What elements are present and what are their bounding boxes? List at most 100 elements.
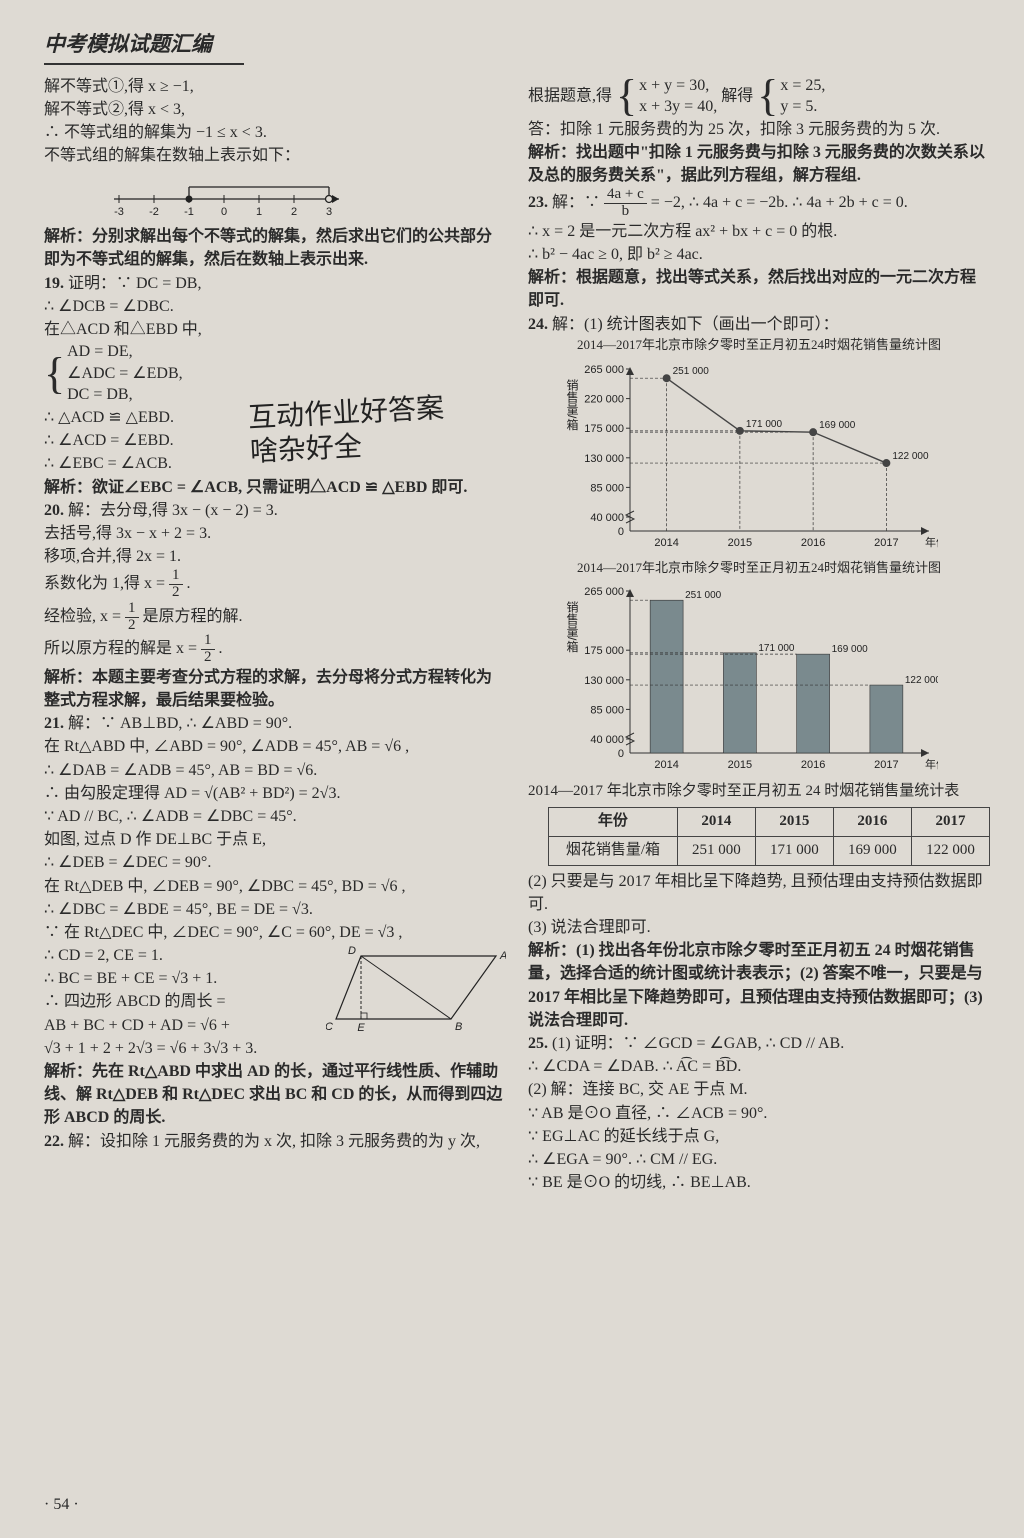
svg-text:B: B bbox=[455, 1021, 462, 1033]
table-title: 2014—2017 年北京市除夕零时至正月初五 24 时烟花销售量统计表 bbox=[528, 781, 990, 803]
qnum: 19. bbox=[44, 275, 64, 292]
text: (2) 解：连接 BC, 交 AE 于点 M. bbox=[528, 1078, 990, 1101]
case: AD = DE, bbox=[67, 343, 132, 360]
svg-text:年份: 年份 bbox=[925, 757, 938, 771]
text: 解：去分母,得 3x − (x − 2) = 3. bbox=[68, 502, 278, 519]
text: ∵ BE 是⊙O 的切线, ∴ BE⊥AB. bbox=[528, 1171, 990, 1194]
svg-text:-1: -1 bbox=[184, 206, 194, 218]
svg-text:2: 2 bbox=[291, 206, 297, 218]
svg-text:2017: 2017 bbox=[874, 537, 898, 549]
case: DC = DB, bbox=[67, 386, 132, 403]
page-number: · 54 · bbox=[44, 1493, 990, 1518]
text: √3 + 1 + 2 + 2√3 = √6 + 3√3 + 3. bbox=[44, 1037, 506, 1060]
svg-text:171 000: 171 000 bbox=[758, 643, 795, 654]
trapezoid-figure: DACEB bbox=[326, 944, 506, 1034]
svg-text:130 000: 130 000 bbox=[584, 452, 624, 464]
text: 解得 bbox=[721, 87, 757, 104]
svg-text:175 000: 175 000 bbox=[584, 423, 624, 435]
text: 如图, 过点 D 作 DE⊥BC 于点 E, bbox=[44, 828, 506, 851]
analysis: 解析：(1) 找出各年份北京市除夕零时至正月初五 24 时烟花销售量，选择合适的… bbox=[528, 939, 990, 1032]
text: . bbox=[187, 575, 191, 592]
svg-text:2015: 2015 bbox=[728, 759, 752, 771]
text: 经检验, x = 12 是原方程的解. bbox=[44, 601, 506, 634]
text: 是原方程的解. bbox=[143, 608, 243, 625]
chart-title: 2014—2017年北京市除夕零时至正月初五24时烟花销售量统计图 bbox=[528, 559, 990, 578]
q20: 20. 解：去分母,得 3x − (x − 2) = 3. bbox=[44, 499, 506, 522]
text: 根据题意,得 { x + y = 30, x + 3y = 40, 解得 { x… bbox=[528, 75, 990, 118]
analysis: 解析：本题主要考查分式方程的求解，去分母将分式方程转化为整式方程求解，最后结果要… bbox=[44, 666, 506, 712]
text: ∴ ∠DAB = ∠ADB = 45°, AB = BD = √6. bbox=[44, 759, 506, 782]
eq: y = 5. bbox=[780, 98, 817, 115]
svg-text:171 000: 171 000 bbox=[746, 418, 783, 429]
svg-text:220 000: 220 000 bbox=[584, 393, 624, 405]
text: 在△ACD 和△EBD 中, bbox=[44, 318, 506, 341]
svg-text:130 000: 130 000 bbox=[584, 675, 624, 687]
sales-table: 年份2014201520162017 烟花销售量/箱251 000171 000… bbox=[548, 807, 990, 866]
svg-text:265 000: 265 000 bbox=[584, 586, 624, 598]
analysis: 解析：根据题意，找出等式关系，然后找出对应的一元二次方程即可. bbox=[528, 266, 990, 312]
table-cell: 171 000 bbox=[755, 836, 833, 865]
text: ∴ ∠DEB = ∠DEC = 90°. bbox=[44, 851, 506, 874]
analysis: 解析：分别求解出每个不等式的解集，然后求出它们的公共部分即为不等式组的解集，然后… bbox=[44, 225, 506, 271]
svg-text:40 000: 40 000 bbox=[590, 512, 624, 524]
eq: x + 3y = 40, bbox=[639, 98, 717, 115]
text: 根据题意,得 bbox=[528, 87, 616, 104]
analysis: 解析：找出题中"扣除 1 元服务费与扣除 3 元服务费的次数关系以及总的服务费关… bbox=[528, 141, 990, 187]
line-chart: 040 00085 000130 000175 000220 000265 00… bbox=[558, 357, 938, 557]
text: ∴ CD = 2, CE = 1. bbox=[44, 944, 318, 967]
svg-text:265 000: 265 000 bbox=[584, 364, 624, 376]
svg-text:-2: -2 bbox=[149, 206, 159, 218]
svg-text:251 000: 251 000 bbox=[673, 366, 710, 377]
text: ∴ △ACD ≌ △EBD. bbox=[44, 406, 506, 429]
text: ∴ ∠DCB = ∠DBC. bbox=[44, 295, 506, 318]
table-header-cell: 2014 bbox=[677, 808, 755, 837]
text: ∴ 由勾股定理得 AD = √(AB² + BD²) = 2√3. bbox=[44, 782, 506, 805]
table-header-row: 年份2014201520162017 bbox=[549, 808, 990, 837]
table-header-cell: 年份 bbox=[549, 808, 678, 837]
svg-text:2014: 2014 bbox=[654, 759, 678, 771]
text: 不等式组的解集在数轴上表示如下： bbox=[44, 144, 506, 167]
text: 答：扣除 1 元服务费的为 25 次，扣除 3 元服务费的为 5 次. bbox=[528, 118, 990, 141]
text: ∴ ∠EGA = 90°. ∴ CM // EG. bbox=[528, 1148, 990, 1171]
qnum: 25. bbox=[528, 1035, 548, 1052]
text: (3) 说法合理即可. bbox=[528, 916, 990, 939]
text: 解：∵ AB⊥BD, ∴ ∠ABD = 90°. bbox=[68, 715, 292, 732]
case: ∠ADC = ∠EDB, bbox=[67, 365, 183, 382]
svg-text:175 000: 175 000 bbox=[584, 646, 624, 658]
text: AB + BC + CD + AD = √6 + bbox=[44, 1014, 318, 1037]
svg-text:1: 1 bbox=[256, 206, 262, 218]
text: 在 Rt△DEB 中, ∠DEB = 90°, ∠DBC = 45°, BD =… bbox=[44, 875, 506, 898]
q19: 19. 证明：∵ DC = DB, bbox=[44, 272, 506, 295]
text: 解：(1) 统计图表如下（画出一个即可）： bbox=[552, 316, 839, 333]
q24: 24. 解：(1) 统计图表如下（画出一个即可）： bbox=[528, 313, 990, 336]
svg-text:0: 0 bbox=[221, 206, 227, 218]
svg-text:122 000: 122 000 bbox=[905, 675, 938, 686]
svg-text:2016: 2016 bbox=[801, 759, 825, 771]
analysis: 解析：欲证∠EBC = ∠ACB, 只需证明△ACD ≌ △EBD 即可. bbox=[44, 476, 506, 499]
svg-text:0: 0 bbox=[618, 748, 624, 760]
svg-text:A: A bbox=[499, 950, 506, 962]
text: 解不等式①,得 x ≥ −1, bbox=[44, 75, 506, 98]
text: ∴ ∠ACD = ∠EBD. bbox=[44, 429, 506, 452]
eq: x = 25, bbox=[780, 77, 825, 94]
text: . bbox=[219, 640, 223, 657]
svg-text:C: C bbox=[326, 1021, 333, 1033]
table-cell: 烟花销售量/箱 bbox=[549, 836, 678, 865]
qnum: 21. bbox=[44, 715, 64, 732]
q21: 21. 解：∵ AB⊥BD, ∴ ∠ABD = 90°. bbox=[44, 712, 506, 735]
qnum: 23. bbox=[528, 194, 548, 211]
q23: 23. 解：∵ 4a + cb = −2, ∴ 4a + c = −2b. ∴ … bbox=[528, 187, 990, 220]
svg-text:2016: 2016 bbox=[801, 537, 825, 549]
text: ∵ 在 Rt△DEC 中, ∠DEC = 90°, ∠C = 60°, DE =… bbox=[44, 921, 506, 944]
text: 在 Rt△ABD 中, ∠ABD = 90°, ∠ADB = 45°, AB =… bbox=[44, 735, 506, 758]
chart-title: 2014—2017年北京市除夕零时至正月初五24时烟花销售量统计图 bbox=[528, 336, 990, 355]
eq: x + y = 30, bbox=[639, 77, 709, 94]
table-row: 烟花销售量/箱251 000171 000169 000122 000 bbox=[549, 836, 990, 865]
svg-text:-3: -3 bbox=[114, 206, 124, 218]
text: ∴ b² − 4ac ≥ 0, 即 b² ≥ 4ac. bbox=[528, 243, 990, 266]
svg-text:3: 3 bbox=[326, 206, 332, 218]
text: ∴ ∠CDA = ∠DAB. ∴ A͡C = B͡D. bbox=[528, 1055, 990, 1078]
text: 证明：∵ DC = DB, bbox=[68, 275, 201, 292]
qnum: 24. bbox=[528, 316, 548, 333]
text: 系数化为 1,得 x = 12 . bbox=[44, 568, 506, 601]
